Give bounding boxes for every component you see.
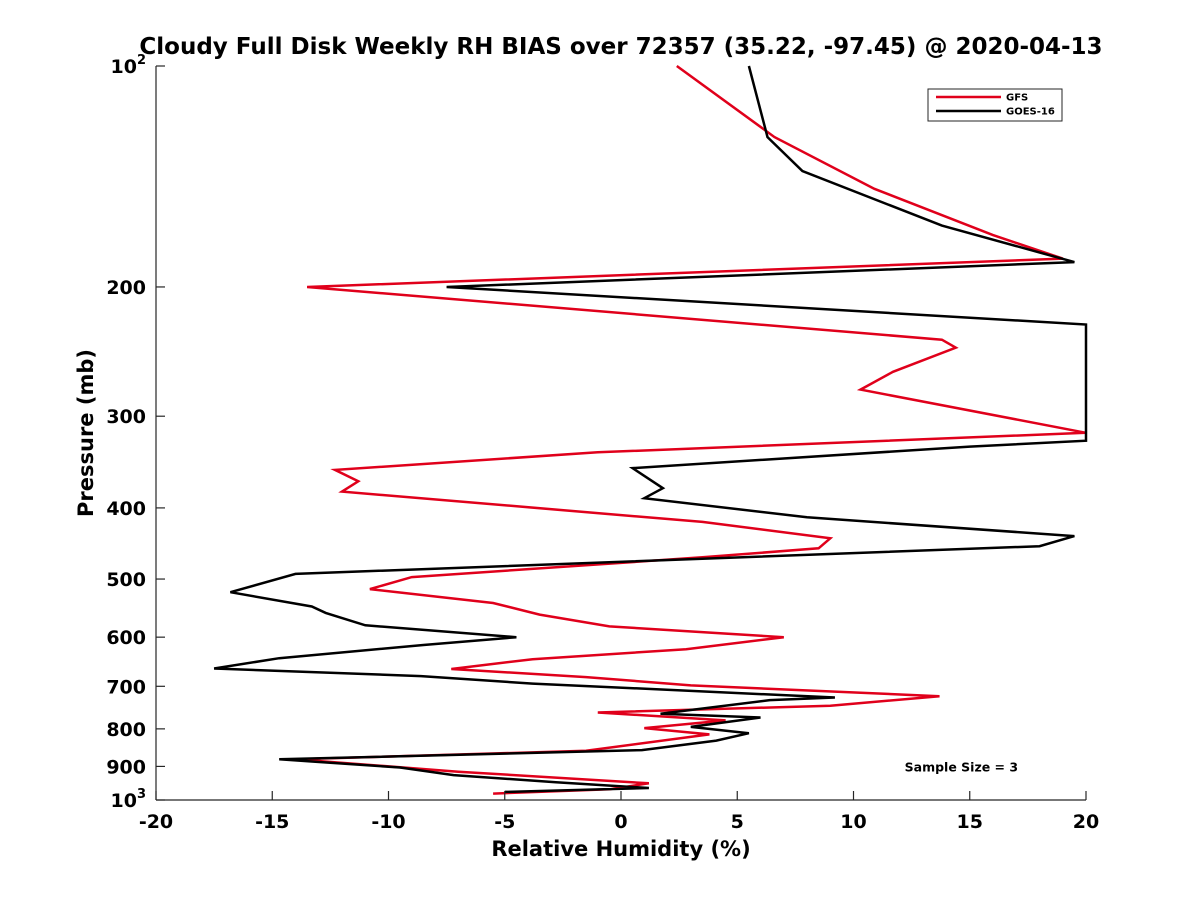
sample-size-annotation: Sample Size = 3 xyxy=(905,759,1018,774)
series-line-gfs xyxy=(295,64,1087,795)
y-axis-label: Pressure (mb) xyxy=(74,349,98,517)
legend: GFS GOES-16 xyxy=(927,88,1063,122)
legend-label: GFS xyxy=(1006,93,1028,104)
x-tick-label: 15 xyxy=(957,811,983,833)
x-tick-label: -15 xyxy=(255,811,289,833)
legend-box xyxy=(927,88,1063,122)
x-tick-label: -10 xyxy=(371,811,405,833)
y-tick-label: 200 xyxy=(106,277,146,299)
x-tick-label: 20 xyxy=(1073,811,1099,833)
chart-title: Cloudy Full Disk Weekly RH BIAS over 723… xyxy=(139,34,1102,60)
y-tick-label: 700 xyxy=(106,676,146,698)
y-tick-label: 500 xyxy=(106,569,146,591)
y-tick-label-exponent: 2 xyxy=(137,53,146,68)
y-tick-label-base: 10 xyxy=(111,56,137,78)
series-line-goes-16 xyxy=(213,65,1088,794)
y-tick-label: 102 xyxy=(111,53,147,78)
x-tick-label: 0 xyxy=(614,811,627,833)
plot-background xyxy=(156,66,1086,800)
x-axis-label: Relative Humidity (%) xyxy=(491,837,750,861)
y-tick-label-base: 10 xyxy=(111,790,137,812)
y-tick-label: 800 xyxy=(106,719,146,741)
y-tick-label: 103 xyxy=(111,787,147,812)
plot-area: -20 -15 -10 -5 0 5 10 15 20 10220030040050060070… xyxy=(106,53,1099,833)
y-tick-label-exponent: 3 xyxy=(137,787,146,802)
x-axis-ticks: -20 -15 -10 -5 0 5 10 15 20 xyxy=(139,791,1099,833)
legend-label: GOES-16 xyxy=(1006,107,1055,118)
x-tick-label: 10 xyxy=(840,811,866,833)
series-layer xyxy=(213,64,1088,795)
x-tick-label: 5 xyxy=(731,811,744,833)
y-tick-label: 900 xyxy=(106,756,146,778)
x-tick-label: -5 xyxy=(494,811,515,833)
y-tick-label: 600 xyxy=(106,627,146,649)
y-tick-label: 300 xyxy=(106,406,146,428)
y-tick-label: 400 xyxy=(106,498,146,520)
x-tick-label: -20 xyxy=(139,811,173,833)
annotations-layer: Sample Size = 3 xyxy=(905,759,1018,774)
